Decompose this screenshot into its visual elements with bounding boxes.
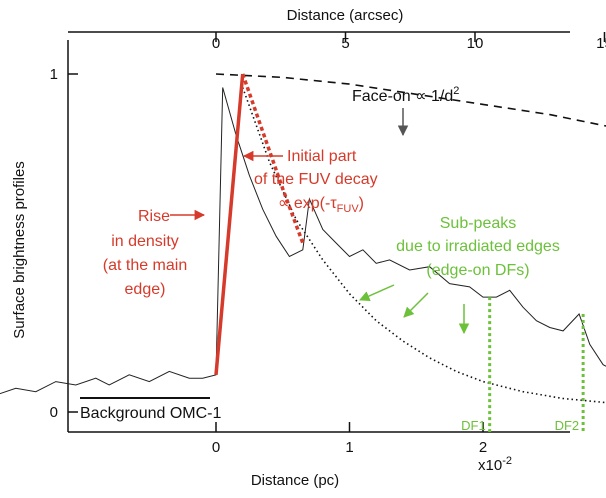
y-tick-label: 1 [50, 66, 58, 83]
y-axis-title: Surface brightness profiles [11, 161, 28, 339]
series-layer [0, 73, 606, 404]
series-initial-decay [241, 73, 305, 244]
x-ticks: 01234 [212, 422, 487, 456]
initial-decay-label-2: of the FUV decay [254, 171, 378, 188]
x2-tick-label: 0 [212, 35, 220, 52]
subpeaks-arrow-1 [359, 284, 395, 301]
df-label: DF2 [555, 418, 580, 433]
face-on-label: Face-on ∝ 1/d2 [352, 85, 459, 105]
x2-ticks: 05101520 [212, 32, 606, 52]
x-tick-label: 1 [345, 439, 353, 456]
x-tick-label: 2 [479, 439, 487, 456]
bottom-axis-title: Distance (pc) [251, 472, 339, 489]
rise-label-3: (at the main [103, 257, 187, 274]
df-markers: DF1DF2DF3 [461, 297, 585, 433]
y-ticks: 01 [50, 66, 78, 421]
x2-tick-label: 5 [341, 35, 349, 52]
subpeaks-arrow-2 [403, 292, 429, 318]
x2-tick-label: 15 [596, 35, 606, 52]
rise-label-4: edge) [125, 281, 166, 298]
rise-label-1: Rise [138, 208, 170, 225]
x-scale-note: x10-2 [478, 455, 512, 474]
subpeaks-label-3: (edge-on DFs) [426, 262, 529, 279]
df-label: DF1 [461, 418, 486, 433]
subpeaks-label-2: due to irradiated edges [396, 238, 560, 255]
subpeaks-label-1: Sub-peaks [440, 215, 517, 232]
top-axis-title: Distance (arcsec) [287, 7, 404, 24]
series-observed-profile [0, 87, 606, 395]
initial-decay-label-1: Initial part [287, 148, 357, 165]
background-label: Background OMC-1 [80, 405, 221, 422]
series-face-on-model [215, 73, 606, 127]
y-tick-label: 0 [50, 404, 58, 421]
series-rise [214, 73, 245, 375]
x-tick-label: 0 [212, 439, 220, 456]
x2-tick-label: 10 [467, 35, 484, 52]
initial-decay-label-3: ∝ exp(-τFUV) [278, 195, 364, 215]
rise-label-2: in density [111, 233, 179, 250]
